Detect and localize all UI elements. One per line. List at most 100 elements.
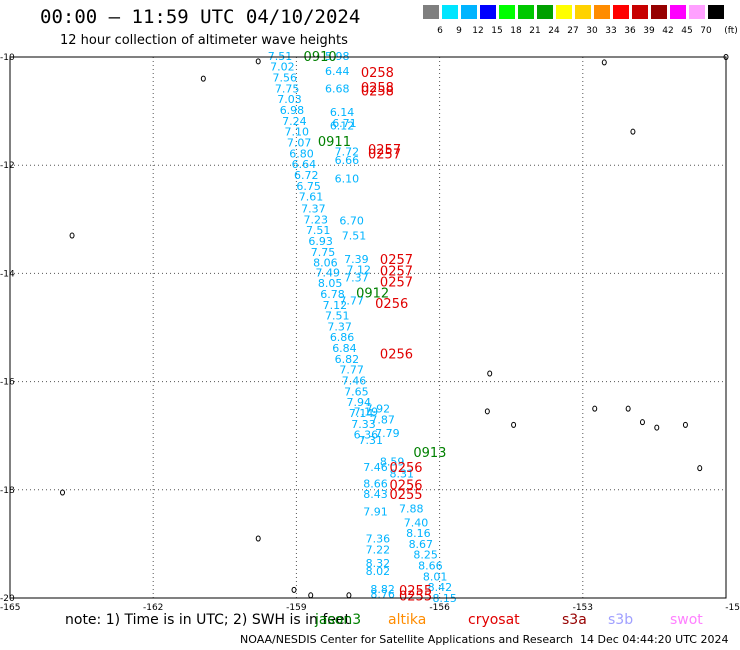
wave-height-label: 6.75 xyxy=(296,180,321,193)
pass-time-label: 0257 xyxy=(380,276,413,291)
wave-height-label: 6.93 xyxy=(308,235,333,248)
wave-height-label: 7.14 xyxy=(349,407,374,420)
island-outline xyxy=(200,75,206,82)
wave-height-label: 8.16 xyxy=(406,527,431,540)
island-outline xyxy=(625,405,631,412)
satellite-swot: swot xyxy=(670,612,703,628)
lon-tick-label: -156 xyxy=(429,603,450,613)
legend-swatch xyxy=(670,5,686,19)
wave-height-label: 7.61 xyxy=(299,191,324,204)
pass-time-labels: 0910025802580258091102570257025702570257… xyxy=(304,50,447,604)
legend-swatch xyxy=(708,5,724,19)
island-outline xyxy=(346,592,352,599)
lat-tick-label: -14 xyxy=(0,269,15,279)
wave-height-label: 7.77 xyxy=(339,364,364,377)
wave-height-label: 7.79 xyxy=(375,427,400,440)
island-outlines xyxy=(60,54,729,599)
wave-height-label: 6.72 xyxy=(294,169,319,182)
island-outline xyxy=(682,421,688,428)
legend-swatch xyxy=(480,5,496,19)
pass-time-label: 0258 xyxy=(361,66,394,81)
pass-time-label: 0256 xyxy=(389,461,422,476)
wave-height-label: 7.19 xyxy=(354,405,379,418)
axis-ticks: -165 -162 -159 -156 -153 -15 -10 -12 -14 -16 -18 -2… xyxy=(0,53,740,613)
pass-time-label: 0255 xyxy=(389,488,422,503)
pass-time-label: 0258 xyxy=(361,85,394,100)
wave-height-label: 7.56 xyxy=(273,72,298,85)
wave-height-label: 7.36 xyxy=(366,532,391,545)
wave-height-label: 8.42 xyxy=(428,581,453,594)
satellite-s3a: s3a xyxy=(562,612,587,628)
wave-height-label: 6.71 xyxy=(332,117,357,130)
wave-height-label: 7.03 xyxy=(277,93,302,106)
lat-tick-label: -10 xyxy=(0,53,15,63)
legend-swatch xyxy=(613,5,629,19)
legend-label: 33 xyxy=(605,26,617,36)
satellite-s3b: s3b xyxy=(608,612,634,628)
wave-height-label: 6.14 xyxy=(330,106,355,119)
legend-label: 36 xyxy=(624,26,636,36)
wave-height-label: 6.70 xyxy=(339,214,364,227)
wave-height-label: 6.78 xyxy=(320,288,345,301)
lon-tick-label: -15 xyxy=(725,603,740,613)
legend-label: 70 xyxy=(700,26,712,36)
legend-label: 45 xyxy=(681,26,693,36)
pass-time-label: 0257 xyxy=(368,143,401,158)
wave-height-label: 6.82 xyxy=(335,353,360,366)
wave-height-label: 7.24 xyxy=(282,115,307,128)
legend-label: 27 xyxy=(567,26,579,36)
island-outline xyxy=(697,465,703,472)
legend-label: 39 xyxy=(643,26,655,36)
wave-height-label: 8.32 xyxy=(366,557,391,570)
wave-height-label: 6.66 xyxy=(335,154,360,167)
wave-height-label: 8.76 xyxy=(370,588,395,601)
wave-height-label: 8.06 xyxy=(313,257,338,270)
wave-height-label: 5.98 xyxy=(325,50,350,63)
wave-height-label: 7.12 xyxy=(323,299,348,312)
island-outline xyxy=(511,421,517,428)
page-subtitle: 12 hour collection of altimeter wave hei… xyxy=(60,33,348,48)
pass-time-label: 0913 xyxy=(413,446,446,461)
pass-time-label: 0257 xyxy=(380,265,413,280)
legend-swatch xyxy=(575,5,591,19)
wave-height-label: 8.82 xyxy=(370,583,395,596)
legend-label: 30 xyxy=(586,26,598,36)
legend-label: 12 xyxy=(472,26,484,36)
legend-label: 24 xyxy=(548,26,560,36)
satellite-cryosat: cryosat xyxy=(468,612,520,628)
wave-height-label: 6.86 xyxy=(330,331,355,344)
pass-time-label: 0258 xyxy=(361,81,394,96)
island-outline xyxy=(654,424,660,431)
wave-height-label: 6.80 xyxy=(289,147,314,160)
legend-swatch xyxy=(651,5,667,19)
wave-height-label: 7.31 xyxy=(358,434,383,447)
island-outline xyxy=(69,232,75,239)
wave-height-label: 7.46 xyxy=(342,375,367,388)
wave-height-label: 6.12 xyxy=(330,120,355,133)
wave-height-label: 6.84 xyxy=(332,342,357,355)
legend-label: 18 xyxy=(510,26,522,36)
lat-tick-label: -18 xyxy=(0,486,15,496)
legend-swatch xyxy=(518,5,534,19)
wave-height-label: 7.33 xyxy=(351,418,376,431)
note-text: note: 1) Time is in UTC; 2) SWH is in fe… xyxy=(65,612,351,628)
satellite-jason3: jason3 xyxy=(315,612,362,628)
wave-height-label: 7.07 xyxy=(287,136,312,149)
footer-org: NOAA/NESDIS Center for Satellite Applica… xyxy=(240,633,574,646)
legend-swatch xyxy=(689,5,705,19)
wave-height-label: 6.10 xyxy=(335,173,360,186)
wave-height-label: 7.51 xyxy=(342,230,367,243)
legend-swatch xyxy=(461,5,477,19)
wave-height-label: 6.44 xyxy=(325,65,350,78)
wave-height-label: 6.68 xyxy=(325,82,350,95)
island-outline xyxy=(60,489,66,496)
wave-height-label: 7.46 xyxy=(363,461,388,474)
footer-timestamp: 14 Dec 04:44:20 UTC 2024 xyxy=(580,633,729,646)
legend-swatch xyxy=(556,5,572,19)
pass-time-label: 0257 xyxy=(368,147,401,162)
island-outline xyxy=(601,59,607,66)
map-frame xyxy=(9,56,727,599)
pass-time-label: 0912 xyxy=(356,286,389,301)
island-outline xyxy=(255,58,261,65)
island-outline xyxy=(630,128,636,135)
